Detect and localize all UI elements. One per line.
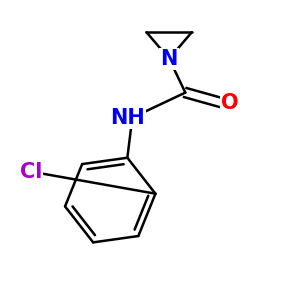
Text: Cl: Cl <box>20 162 42 182</box>
Text: NH: NH <box>110 108 145 127</box>
Text: O: O <box>221 93 238 113</box>
Text: N: N <box>160 49 178 69</box>
